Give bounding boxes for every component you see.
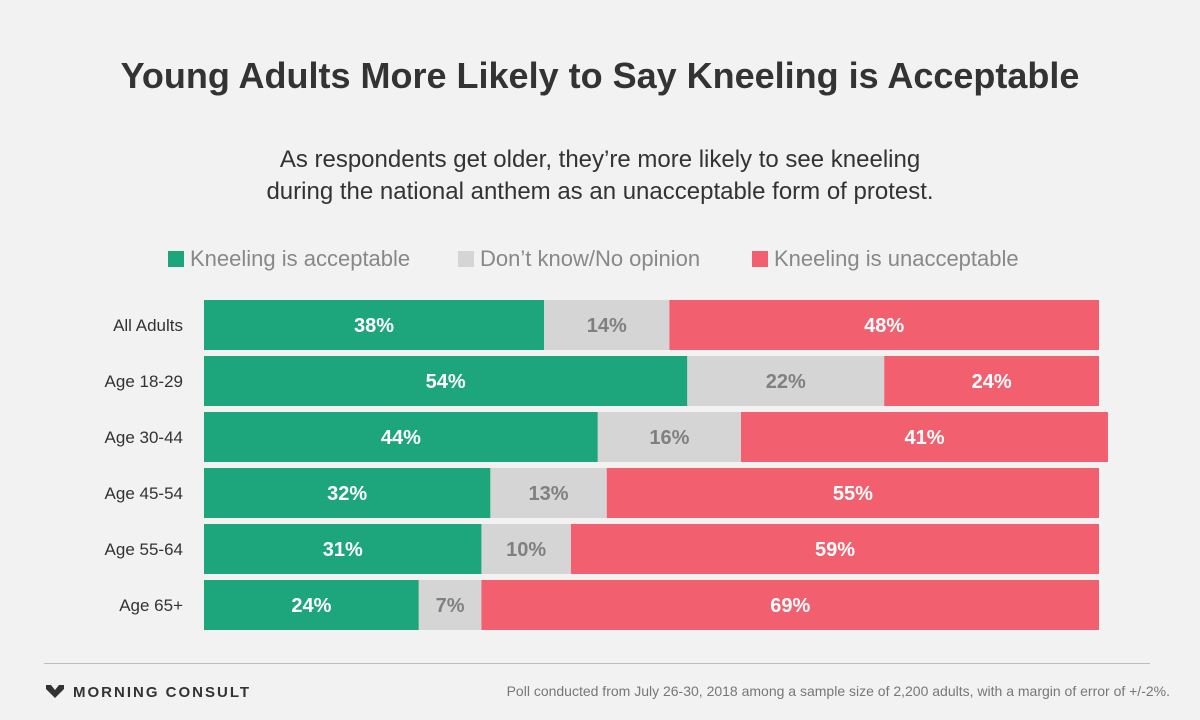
stacked-bar-chart: All Adults 38% 14% 48% Age 18-29 54% 22% 24% Age…	[105, 300, 1108, 630]
bar-unacceptable-all-adults	[669, 300, 1099, 350]
category-label-age-45-54: Age 45-54	[105, 484, 183, 503]
data-label-unacceptable-age-30-44: 41%	[904, 427, 944, 449]
bar-no-opinion-age-45-54	[490, 468, 607, 518]
legend-item-acceptable: Kneeling is acceptable	[168, 244, 410, 274]
chart-legend: Kneeling is acceptable Don’t know/No opi…	[0, 244, 1200, 274]
subtitle-line-2: during the national anthem as an unaccep…	[266, 178, 934, 205]
data-label-no-opinion-age-30-44: 16%	[649, 427, 689, 449]
legend-label-acceptable: Kneeling is acceptable	[190, 246, 411, 271]
data-label-unacceptable-age-55-64: 59%	[815, 539, 855, 561]
bar-unacceptable-age-30-44	[741, 412, 1108, 462]
brand-mark-icon	[46, 685, 64, 698]
brand-logo: MORNING CONSULT	[46, 681, 251, 703]
data-label-acceptable-all-adults: 38%	[354, 315, 394, 337]
data-label-acceptable-age-30-44: 44%	[381, 427, 421, 449]
data-label-no-opinion-age-45-54: 13%	[529, 483, 569, 505]
subtitle-line-1: As respondents get older, they’re more l…	[279, 146, 921, 173]
data-label-unacceptable-all-adults: 48%	[864, 315, 904, 337]
survey-footnote: Poll conducted from July 26-30, 2018 amo…	[506, 683, 1170, 699]
legend-swatch-unacceptable	[752, 251, 768, 267]
legend-item-unacceptable: Kneeling is unacceptable	[752, 244, 1019, 274]
legend-label-no-opinion: Don’t know/No opinion	[480, 246, 701, 271]
data-label-no-opinion-age-55-64: 10%	[506, 539, 546, 561]
data-label-no-opinion-all-adults: 14%	[587, 315, 627, 337]
chart-subtitle: As respondents get older, they’re more l…	[0, 144, 1200, 208]
bar-acceptable-age-18-29	[204, 356, 688, 406]
data-label-unacceptable-age-65: 69%	[770, 595, 810, 617]
bar-acceptable-age-45-54	[204, 468, 491, 518]
bar-unacceptable-age-65	[481, 580, 1099, 630]
data-label-unacceptable-age-45-54: 55%	[833, 483, 873, 505]
category-label-age-18-29: Age 18-29	[105, 372, 183, 391]
data-label-no-opinion-age-65: 7%	[436, 595, 465, 617]
bar-no-opinion-age-30-44	[597, 412, 741, 462]
legend-item-no-opinion: Don’t know/No opinion	[458, 244, 700, 274]
bar-acceptable-age-65	[204, 580, 419, 630]
data-label-acceptable-age-45-54: 32%	[327, 483, 367, 505]
bar-no-opinion-age-65	[418, 580, 482, 630]
category-label-age-30-44: Age 30-44	[105, 428, 183, 447]
bar-acceptable-age-30-44	[204, 412, 598, 462]
data-label-acceptable-age-65: 24%	[291, 595, 331, 617]
legend-swatch-acceptable	[168, 251, 184, 267]
data-label-acceptable-age-18-29: 54%	[426, 371, 466, 393]
category-label-age-55-64: Age 55-64	[105, 540, 183, 559]
data-label-unacceptable-age-18-29: 24%	[972, 371, 1012, 393]
bar-unacceptable-age-18-29	[884, 356, 1099, 406]
bar-unacceptable-age-55-64	[570, 524, 1099, 574]
bar-no-opinion-age-55-64	[481, 524, 571, 574]
data-label-acceptable-age-55-64: 31%	[323, 539, 363, 561]
footer-divider	[44, 663, 1150, 664]
bar-no-opinion-age-18-29	[687, 356, 885, 406]
brand-name: MORNING CONSULT	[73, 683, 252, 701]
category-label-age-65: Age 65+	[119, 596, 183, 615]
bar-acceptable-all-adults	[204, 300, 545, 350]
category-label-all-adults: All Adults	[113, 316, 183, 335]
legend-swatch-no-opinion	[458, 251, 474, 267]
bar-unacceptable-age-45-54	[606, 468, 1099, 518]
chart-title: Young Adults More Likely to Say Kneeling…	[120, 55, 1080, 96]
legend-label-unacceptable: Kneeling is unacceptable	[774, 246, 1019, 271]
bar-no-opinion-all-adults	[544, 300, 670, 350]
data-label-no-opinion-age-18-29: 22%	[766, 371, 806, 393]
bar-acceptable-age-55-64	[204, 524, 482, 574]
